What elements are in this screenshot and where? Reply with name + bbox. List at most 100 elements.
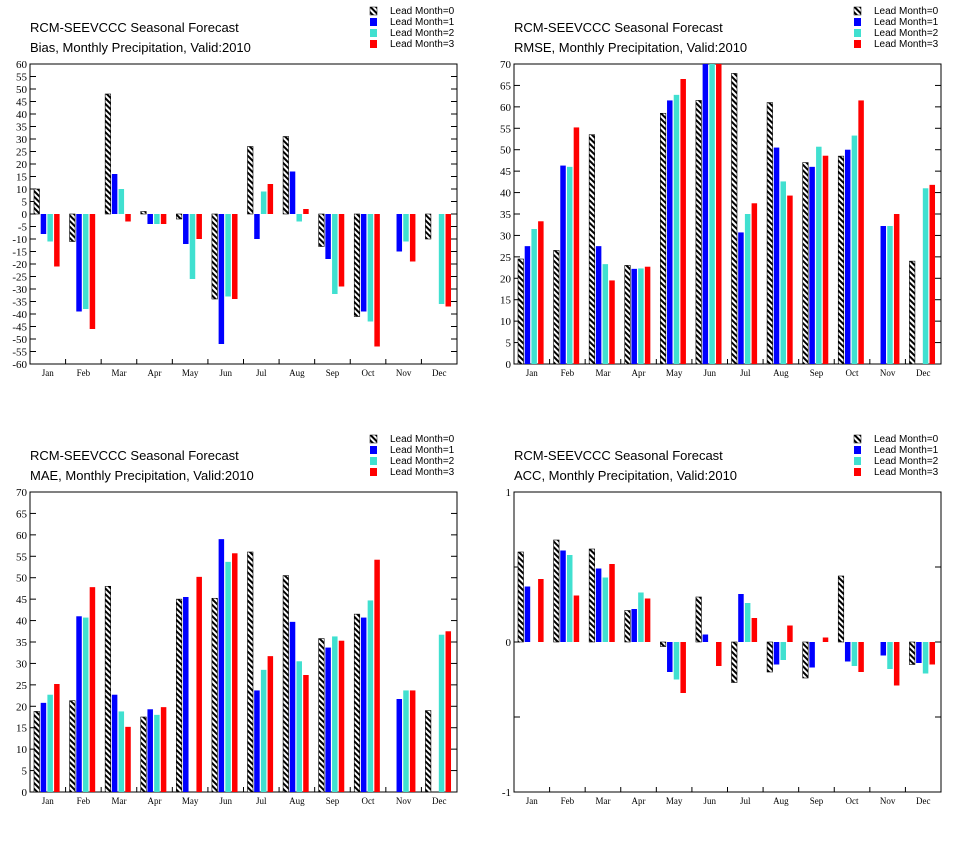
legend-swatch xyxy=(370,468,377,476)
chart-rmse-svg: RCM-SEEVCCC Seasonal Forecast RMSE, Month… xyxy=(500,6,942,378)
bar-feb-lead3 xyxy=(89,214,96,329)
bar-jan-lead0 xyxy=(33,711,40,793)
bar-dec-lead0 xyxy=(425,710,432,793)
bar-may-lead0 xyxy=(660,641,667,647)
x-tick-label: Nov xyxy=(880,368,896,378)
bar-jul-lead0 xyxy=(247,146,254,215)
legend-label: Lead Month=0 xyxy=(390,434,455,445)
legend-label: Lead Month=2 xyxy=(390,456,455,467)
bar-may-lead3 xyxy=(680,642,686,693)
bar-dec-lead2 xyxy=(438,634,445,792)
y-tick-label: 70 xyxy=(500,59,512,71)
x-tick-label: Mar xyxy=(111,796,126,806)
bar-may-lead1 xyxy=(183,597,189,792)
y-tick-label: 65 xyxy=(16,508,28,520)
bar-aug-lead2 xyxy=(296,661,302,792)
bar-nov-lead2 xyxy=(403,690,409,792)
bar-sep-lead3 xyxy=(338,640,345,792)
x-tick-label: Sep xyxy=(326,368,340,378)
bar-nov-lead1 xyxy=(396,214,403,252)
bar-jan-lead0 xyxy=(517,551,524,643)
chart-title: RCM-SEEVCCC Seasonal Forecast xyxy=(30,20,239,35)
bar-may-lead1 xyxy=(667,100,673,364)
legend-label: Lead Month=3 xyxy=(390,467,455,478)
y-tick-label: 60 xyxy=(500,102,512,114)
bar-feb-lead1 xyxy=(560,550,566,642)
bar-apr-lead3 xyxy=(644,598,651,642)
x-tick-label: Dec xyxy=(916,368,931,378)
bar-may-lead1 xyxy=(667,642,673,672)
y-tick-label: 20 xyxy=(500,273,512,285)
y-tick-label: -45 xyxy=(12,322,27,334)
bar-oct-lead0 xyxy=(353,213,361,317)
y-tick-label: 40 xyxy=(16,616,28,628)
bar-mar-lead2 xyxy=(118,189,125,214)
bar-aug-lead3 xyxy=(787,195,793,364)
x-tick-label: Jan xyxy=(526,796,538,806)
bar-oct-lead1 xyxy=(844,642,851,662)
bar-aug-lead0 xyxy=(282,575,289,793)
x-tick-label: Oct xyxy=(362,368,375,378)
y-tick-label: -10 xyxy=(12,234,27,246)
bar-jan-lead1 xyxy=(40,214,47,234)
bar-jul-lead1 xyxy=(738,594,744,642)
bar-feb-lead2 xyxy=(82,617,89,792)
legend-swatch xyxy=(854,446,861,454)
x-tick-label: Jul xyxy=(740,796,751,806)
bar-dec-lead0 xyxy=(909,641,916,665)
bar-aug-lead0 xyxy=(282,136,289,215)
bar-mar-lead0 xyxy=(104,93,111,215)
y-tick-label: -1 xyxy=(502,787,511,799)
bar-dec-lead3 xyxy=(445,631,452,792)
x-tick-label: Oct xyxy=(846,368,859,378)
bar-jul-lead1 xyxy=(254,690,260,792)
bar-sep-lead2 xyxy=(816,146,822,364)
chart-acc-svg: RCM-SEEVCCC Seasonal Forecast ACC, Monthl… xyxy=(502,434,942,806)
bar-feb-lead2 xyxy=(566,166,573,364)
bar-feb-lead3 xyxy=(89,587,96,792)
bar-jun-lead2 xyxy=(709,64,715,364)
bar-apr-lead3 xyxy=(160,214,167,224)
x-tick-label: Aug xyxy=(773,368,789,378)
bar-mar-lead3 xyxy=(125,214,131,222)
bar-feb-lead0 xyxy=(69,700,76,793)
x-tick-label: Jun xyxy=(219,796,232,806)
y-tick-label: 15 xyxy=(16,723,28,735)
x-tick-label: May xyxy=(666,796,683,806)
bar-dec-lead2 xyxy=(922,188,929,364)
x-tick-label: Feb xyxy=(77,796,91,806)
chart-bias: RCM-SEEVCCC Seasonal Forecast Bias, Month… xyxy=(0,0,484,428)
bar-jun-lead3 xyxy=(716,642,722,666)
y-tick-label: 65 xyxy=(500,80,512,92)
bar-nov-lead2 xyxy=(887,642,893,669)
legend-swatch xyxy=(854,18,861,26)
bar-oct-lead0 xyxy=(837,575,845,643)
bar-apr-lead1 xyxy=(147,214,153,224)
chart-mae: RCM-SEEVCCC Seasonal Forecast MAE, Monthl… xyxy=(0,428,484,856)
x-tick-label: Nov xyxy=(880,796,896,806)
bar-dec-lead0 xyxy=(425,213,432,240)
bar-sep-lead3 xyxy=(822,637,829,642)
x-tick-label: Jul xyxy=(256,796,267,806)
bar-jul-lead1 xyxy=(738,232,744,364)
legend-label: Lead Month=3 xyxy=(390,39,455,50)
y-tick-label: 5 xyxy=(22,197,28,209)
bar-oct-lead3 xyxy=(858,642,864,672)
x-tick-label: May xyxy=(182,796,199,806)
y-tick-label: -50 xyxy=(12,334,27,346)
bar-jan-lead0 xyxy=(33,188,40,215)
bar-oct-lead3 xyxy=(858,100,864,364)
x-tick-label: Jun xyxy=(703,796,716,806)
bar-jan-lead3 xyxy=(54,684,60,792)
x-tick-label: Dec xyxy=(432,796,447,806)
bar-aug-lead1 xyxy=(773,147,780,364)
y-tick-label: -30 xyxy=(12,284,27,296)
bar-sep-lead1 xyxy=(809,166,815,364)
x-tick-label: Oct xyxy=(362,796,375,806)
y-tick-label: 10 xyxy=(16,744,28,756)
bar-mar-lead3 xyxy=(125,726,131,792)
bar-may-lead0 xyxy=(176,598,183,793)
bar-dec-lead3 xyxy=(445,214,452,307)
bar-dec-lead2 xyxy=(922,642,929,674)
y-tick-label: 40 xyxy=(500,188,512,200)
